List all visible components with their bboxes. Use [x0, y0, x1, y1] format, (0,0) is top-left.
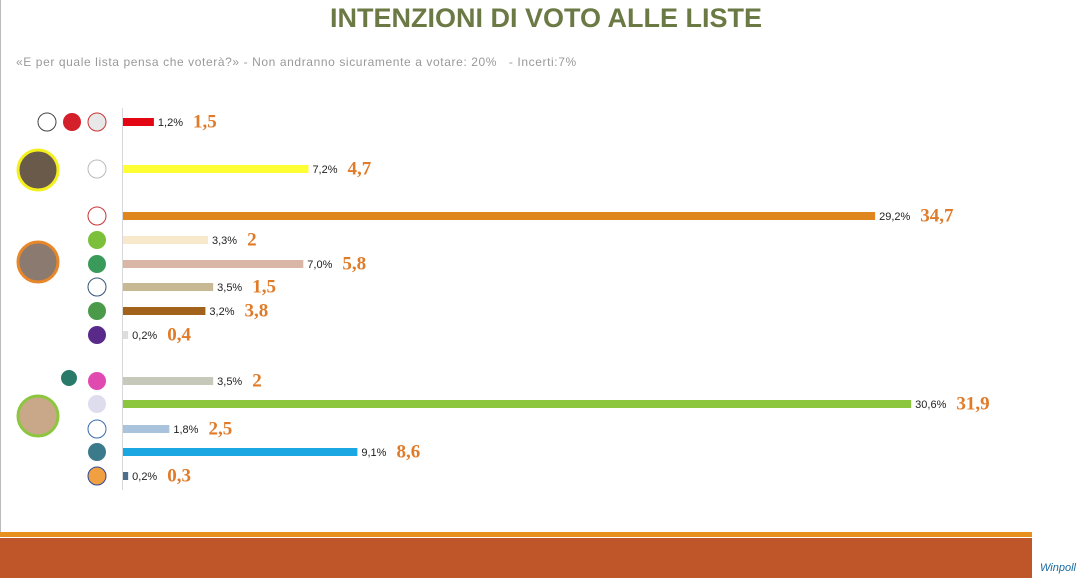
- value-label: 9,1%: [361, 447, 386, 459]
- logos: [16, 112, 107, 486]
- bar: [123, 448, 358, 456]
- value-label: 7,2%: [312, 164, 337, 176]
- logo: Winpoll: [1040, 562, 1077, 574]
- bar: [123, 331, 129, 339]
- previous-value-label: 31,9: [956, 393, 989, 414]
- value-label: 3,2%: [209, 306, 234, 318]
- value-label: 7,0%: [307, 259, 332, 271]
- value-label: 0,2%: [132, 330, 157, 342]
- bar: [123, 400, 912, 408]
- value-label: 3,5%: [217, 282, 242, 294]
- footer-band: [0, 538, 1032, 578]
- value-label: 3,3%: [212, 235, 237, 247]
- bar: [123, 377, 214, 385]
- previous-value-label: 0,4: [167, 324, 191, 345]
- value-label: 29,2%: [879, 211, 910, 223]
- value-label: 3,5%: [217, 376, 242, 388]
- bar: [123, 472, 129, 480]
- previous-value-label: 34,7: [920, 205, 954, 226]
- bar: [123, 118, 154, 126]
- value-label: 1,8%: [173, 424, 198, 436]
- value-label: 30,6%: [915, 399, 946, 411]
- value-label: 1,2%: [158, 117, 183, 129]
- bar: [123, 283, 214, 291]
- bar: [123, 260, 304, 268]
- chart-title: INTENZIONI DI VOTO ALLE LISTE: [330, 3, 762, 33]
- previous-value-label: 2: [247, 229, 257, 250]
- previous-value-label: 5,8: [342, 253, 366, 274]
- previous-value-label: 8,6: [396, 441, 420, 462]
- bar: [123, 425, 170, 433]
- bar: [123, 165, 309, 173]
- previous-value-label: 1,5: [193, 111, 217, 132]
- bar: [123, 307, 206, 315]
- bar: [123, 212, 876, 220]
- previous-value-label: 2: [252, 370, 262, 391]
- previous-value-label: 2,5: [208, 418, 232, 439]
- value-label: 0,2%: [132, 471, 157, 483]
- previous-value-label: 0,3: [167, 465, 191, 486]
- bar: [123, 236, 208, 244]
- previous-value-label: 1,5: [252, 276, 276, 297]
- footer-line: [0, 532, 1032, 537]
- subtitle: «E per quale lista pensa che voterà?» - …: [16, 55, 577, 69]
- previous-value-label: 3,8: [244, 300, 268, 321]
- previous-value-label: 4,7: [348, 158, 372, 179]
